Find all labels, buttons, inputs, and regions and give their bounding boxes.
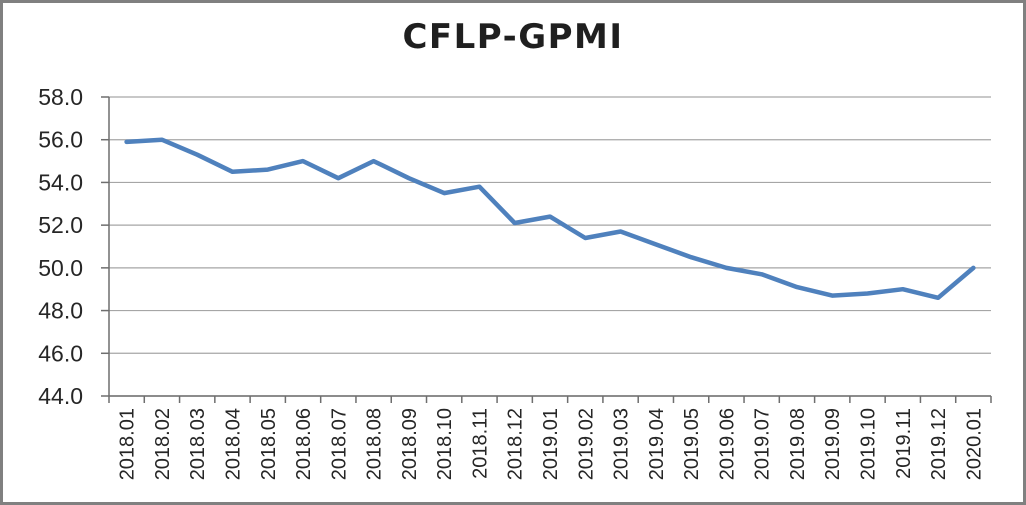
x-axis-tick-label: 2018.02 [152,408,174,480]
x-axis-tick-label: 2018.08 [364,408,386,480]
x-axis-tick-label: 2020.01 [963,408,985,480]
x-axis-tick-label: 2019.12 [928,408,950,480]
y-axis-tick-label: 52.0 [38,212,83,238]
x-axis-tick-label: 2019.01 [540,408,562,480]
x-axis-tick-label: 2019.09 [822,408,844,480]
x-axis-tick-label: 2018.01 [117,408,139,480]
x-axis-tick-label: 2019.11 [893,408,915,479]
y-axis-tick-label: 54.0 [38,169,83,195]
y-axis-tick-label: 44.0 [38,383,83,409]
x-axis-tick-label: 2019.06 [716,408,738,480]
y-axis-tick-label: 46.0 [38,340,83,366]
x-axis-tick-label: 2018.04 [222,408,244,480]
x-axis-tick-label: 2018.03 [187,408,209,480]
x-axis-tick-label: 2018.09 [399,408,421,480]
series-line-cflp-gpmi [124,137,976,301]
x-axis-tick-label: 2018.10 [434,408,456,480]
y-axis-tick-label: 56.0 [38,127,83,153]
x-axis-tick-label: 2019.08 [787,408,809,480]
x-axis-tick-label: 2019.04 [646,408,668,480]
y-axis-tick-label: 58.0 [38,84,83,110]
x-axis-tick-label: 2018.06 [293,408,315,480]
line-chart-canvas: 44.0 46.0 48.0 50.0 52.0 54.0 56.0 58.0 2018.01 2… [38,84,992,480]
x-axis-tick-label: 2018.11 [469,408,491,479]
y-axis-tick-label: 50.0 [38,255,83,281]
x-axis-tick-label: 2018.07 [328,408,350,480]
x-axis-tick-label: 2019.05 [681,408,703,480]
x-axis-tick-label: 2018.05 [258,408,280,480]
x-axis-tick-label: 2019.03 [611,408,633,480]
x-axis-tick-label: 2019.07 [752,408,774,480]
x-axis-tick-label: 2019.10 [858,408,880,480]
y-axis-tick-label: 48.0 [38,298,83,324]
x-axis-tick-label: 2018.12 [505,408,527,480]
x-axis-tick-label: 2019.02 [575,408,597,480]
chart-title: CFLP-GPMI [402,17,624,57]
